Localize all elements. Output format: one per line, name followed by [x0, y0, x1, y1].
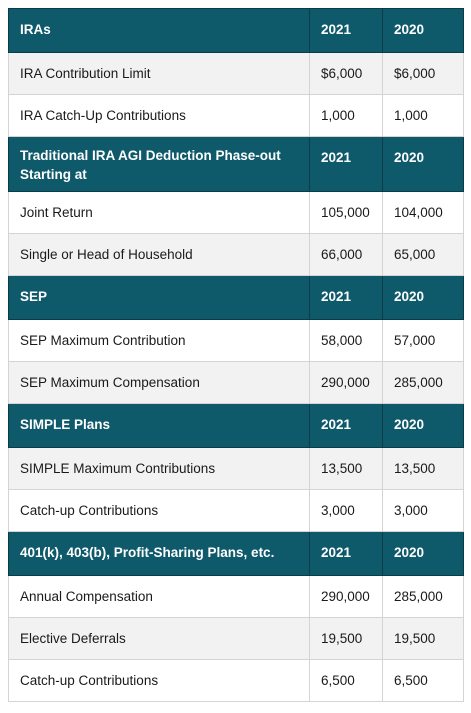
year-2021-header: 2021 [309, 8, 383, 53]
year-2021-header: 2021 [309, 136, 383, 192]
value-2020: 1,000 [382, 94, 464, 137]
value-2021: 290,000 [309, 361, 383, 404]
contribution-limits-table: IRAs 2021 2020 IRA Contribution Limit $6… [8, 8, 464, 702]
year-2020-header: 2020 [382, 275, 464, 320]
table-body: IRAs 2021 2020 IRA Contribution Limit $6… [8, 8, 464, 702]
table-row: SIMPLE Maximum Contributions 13,500 13,5… [8, 447, 464, 490]
value-2020: 104,000 [382, 191, 464, 234]
row-label: Annual Compensation [8, 575, 310, 618]
year-2021-header: 2021 [309, 403, 383, 448]
table-row: Elective Deferrals 19,500 19,500 [8, 617, 464, 660]
section-title: IRAs [8, 8, 310, 53]
value-2021: 3,000 [309, 489, 383, 532]
row-label: SIMPLE Maximum Contributions [8, 447, 310, 490]
year-2021-header: 2021 [309, 275, 383, 320]
section-title: Traditional IRA AGI Deduction Phase-out … [8, 136, 310, 192]
value-2020: 19,500 [382, 617, 464, 660]
section-header-iras: IRAs 2021 2020 [8, 8, 464, 53]
table-row: Annual Compensation 290,000 285,000 [8, 575, 464, 618]
value-2021: 290,000 [309, 575, 383, 618]
value-2021: 19,500 [309, 617, 383, 660]
value-2020: 3,000 [382, 489, 464, 532]
row-label: Joint Return [8, 191, 310, 234]
section-title: 401(k), 403(b), Profit-Sharing Plans, et… [8, 531, 310, 576]
table-row: IRA Contribution Limit $6,000 $6,000 [8, 52, 464, 95]
value-2021: $6,000 [309, 52, 383, 95]
value-2020: 65,000 [382, 233, 464, 276]
row-label: Single or Head of Household [8, 233, 310, 276]
year-2020-header: 2020 [382, 8, 464, 53]
value-2021: 66,000 [309, 233, 383, 276]
table-row: IRA Catch-Up Contributions 1,000 1,000 [8, 94, 464, 137]
row-label: Catch-up Contributions [8, 659, 310, 702]
section-title: SEP [8, 275, 310, 320]
table-row: Catch-up Contributions 3,000 3,000 [8, 489, 464, 532]
value-2021: 6,500 [309, 659, 383, 702]
table-row: SEP Maximum Contribution 58,000 57,000 [8, 319, 464, 362]
value-2020: 6,500 [382, 659, 464, 702]
row-label: SEP Maximum Contribution [8, 319, 310, 362]
section-header-401k: 401(k), 403(b), Profit-Sharing Plans, et… [8, 531, 464, 576]
value-2021: 58,000 [309, 319, 383, 362]
value-2021: 1,000 [309, 94, 383, 137]
row-label: Elective Deferrals [8, 617, 310, 660]
section-header-simple-plans: SIMPLE Plans 2021 2020 [8, 403, 464, 448]
year-2020-header: 2020 [382, 136, 464, 192]
value-2020: 57,000 [382, 319, 464, 362]
year-2020-header: 2020 [382, 403, 464, 448]
year-2020-header: 2020 [382, 531, 464, 576]
section-header-sep: SEP 2021 2020 [8, 275, 464, 320]
table-row: Single or Head of Household 66,000 65,00… [8, 233, 464, 276]
section-title: SIMPLE Plans [8, 403, 310, 448]
value-2020: 13,500 [382, 447, 464, 490]
row-label: Catch-up Contributions [8, 489, 310, 532]
row-label: IRA Catch-Up Contributions [8, 94, 310, 137]
row-label: SEP Maximum Compensation [8, 361, 310, 404]
table-row: Catch-up Contributions 6,500 6,500 [8, 659, 464, 702]
row-label: IRA Contribution Limit [8, 52, 310, 95]
value-2020: 285,000 [382, 575, 464, 618]
value-2020: 285,000 [382, 361, 464, 404]
value-2021: 13,500 [309, 447, 383, 490]
table-row: SEP Maximum Compensation 290,000 285,000 [8, 361, 464, 404]
section-header-traditional-ira-agi: Traditional IRA AGI Deduction Phase-out … [8, 136, 464, 192]
table-row: Joint Return 105,000 104,000 [8, 191, 464, 234]
value-2020: $6,000 [382, 52, 464, 95]
year-2021-header: 2021 [309, 531, 383, 576]
value-2021: 105,000 [309, 191, 383, 234]
